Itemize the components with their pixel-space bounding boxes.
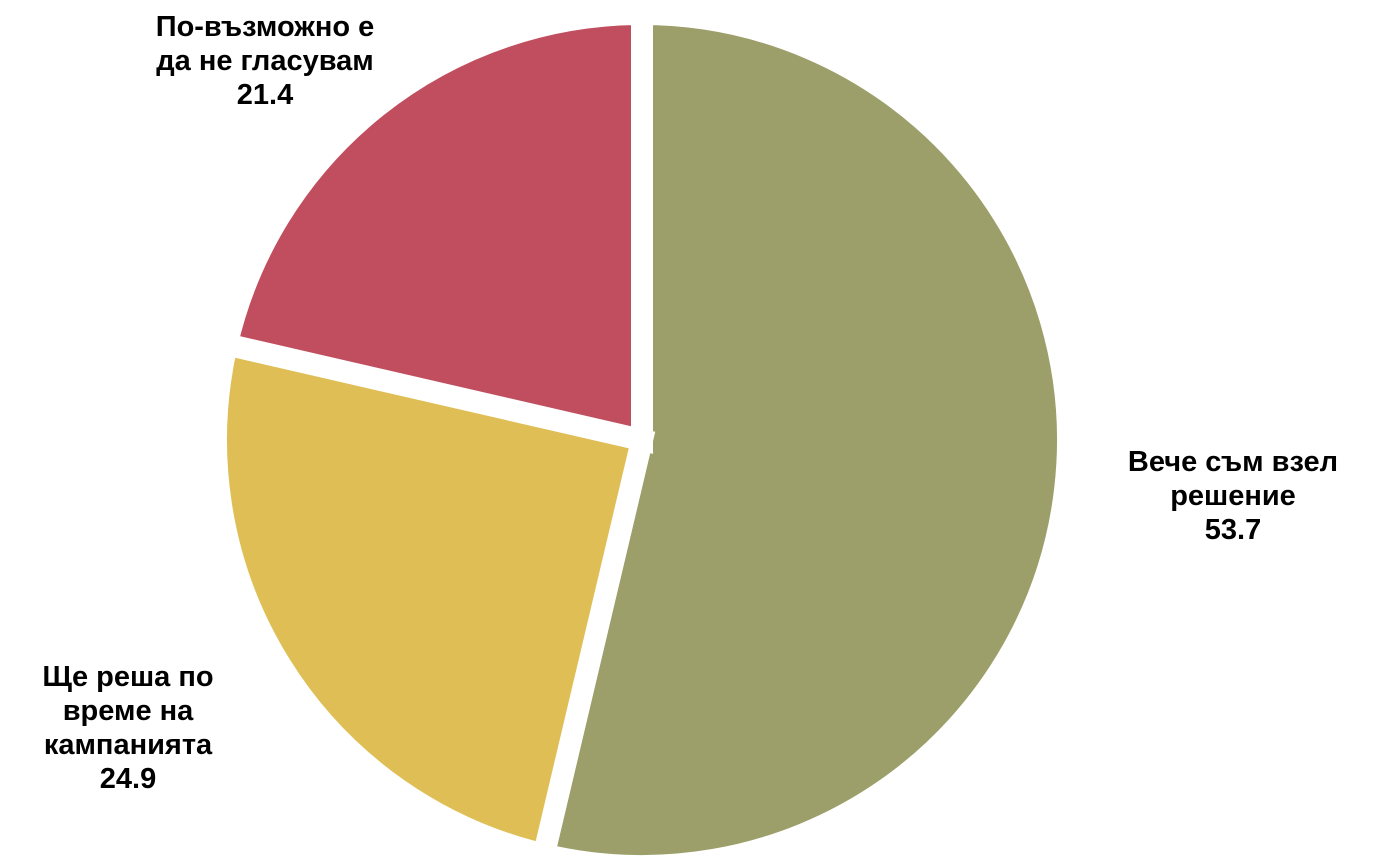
pie-category-label: Вече съм взел	[1128, 446, 1338, 478]
pie-slice-1	[530, 2, 1079, 867]
pie-slices	[205, 2, 1079, 867]
pie-value-label: 53.7	[1205, 514, 1261, 546]
pie-value-label: 21.4	[237, 79, 293, 111]
pie-category-label: кампанията	[44, 729, 213, 761]
pie-category-label: Ще реша по	[42, 661, 213, 693]
pie-category-label: По-възможно е	[156, 11, 375, 43]
pie-category-label: да не гласувам	[156, 45, 374, 77]
pie-value-label: 24.9	[100, 763, 156, 795]
pie-data-label-2: Ще реша по време на кампанията 24.9	[42, 661, 213, 795]
pie-slice-3	[213, 2, 653, 454]
pie-category-label: време на	[63, 695, 194, 727]
pie-data-labels: Вече съм взел решение 53.7 Ще реша по време …	[42, 11, 1338, 795]
pie-data-label-1: Вече съм взел решение 53.7	[1128, 446, 1338, 546]
pie-data-label-3: По-възможно е да не гласувам 21.4	[156, 11, 375, 111]
pie-category-label: решение	[1170, 480, 1296, 512]
pie-slice-2	[205, 331, 656, 867]
